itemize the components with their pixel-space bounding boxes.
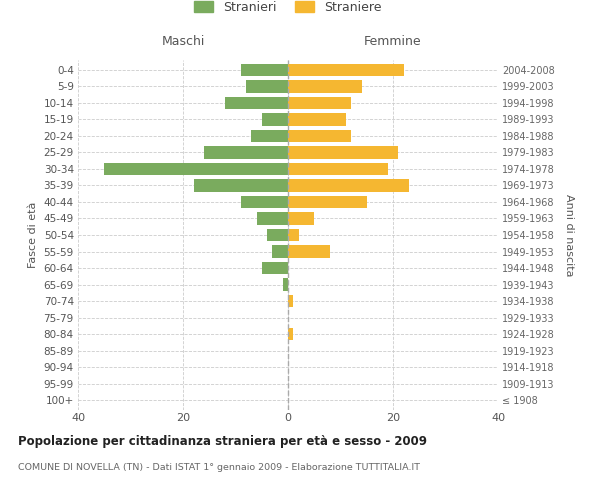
Y-axis label: Fasce di età: Fasce di età	[28, 202, 38, 268]
Bar	[288, 146, 398, 158]
Legend: Stranieri, Straniere: Stranieri, Straniere	[190, 0, 386, 19]
Bar	[288, 246, 330, 258]
Text: Maschi: Maschi	[161, 34, 205, 48]
Bar	[241, 64, 288, 76]
Bar	[288, 163, 388, 175]
Bar	[288, 80, 361, 92]
Bar	[288, 64, 404, 76]
Bar	[288, 328, 293, 340]
Bar	[241, 196, 288, 208]
Bar	[288, 113, 346, 126]
Bar	[288, 295, 293, 307]
Bar	[204, 146, 288, 158]
Bar	[288, 180, 409, 192]
Bar	[267, 229, 288, 241]
Bar	[288, 96, 351, 109]
Bar	[272, 246, 288, 258]
Text: Femmine: Femmine	[364, 34, 422, 48]
Bar	[262, 262, 288, 274]
Bar	[288, 229, 299, 241]
Y-axis label: Anni di nascita: Anni di nascita	[565, 194, 574, 276]
Text: COMUNE DI NOVELLA (TN) - Dati ISTAT 1° gennaio 2009 - Elaborazione TUTTITALIA.IT: COMUNE DI NOVELLA (TN) - Dati ISTAT 1° g…	[18, 462, 420, 471]
Bar	[288, 130, 351, 142]
Bar	[193, 180, 288, 192]
Bar	[262, 113, 288, 126]
Bar	[251, 130, 288, 142]
Bar	[288, 196, 367, 208]
Bar	[225, 96, 288, 109]
Bar	[246, 80, 288, 92]
Bar	[257, 212, 288, 224]
Bar	[104, 163, 288, 175]
Text: Popolazione per cittadinanza straniera per età e sesso - 2009: Popolazione per cittadinanza straniera p…	[18, 435, 427, 448]
Bar	[283, 278, 288, 290]
Bar	[288, 212, 314, 224]
